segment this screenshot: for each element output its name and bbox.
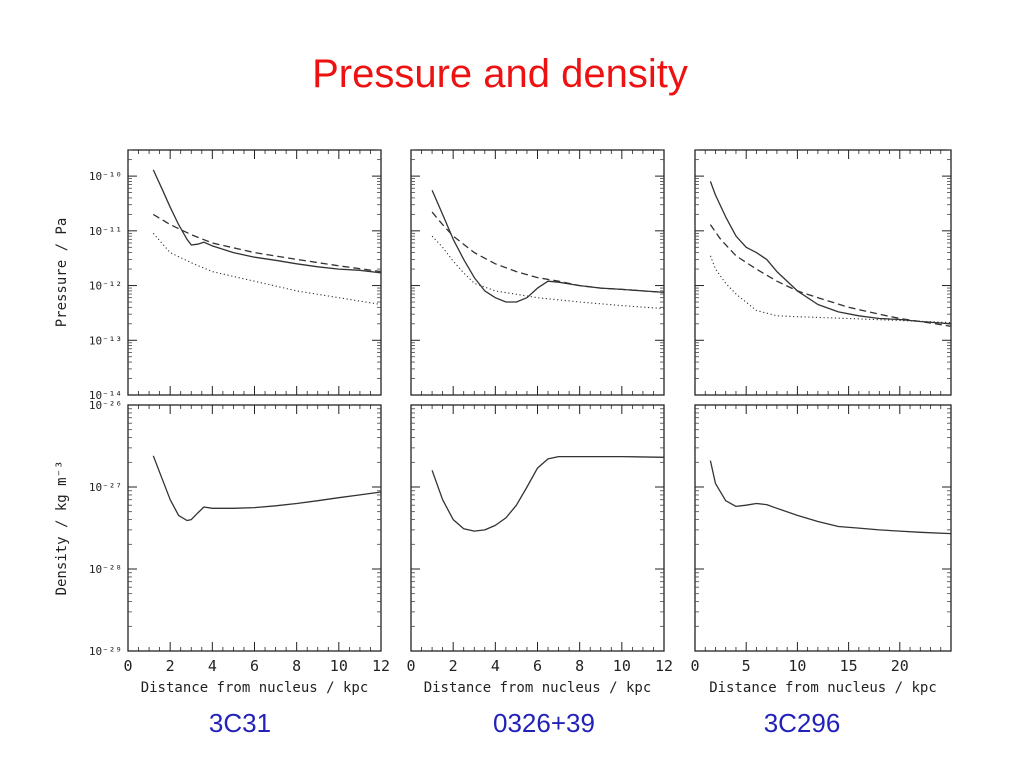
x-tick-label: 0 [123, 657, 132, 675]
panel-3c296-density: 0 5 10 15 20 Distance from nucleus / kpc [690, 404, 952, 696]
y-tick-label: 10⁻¹³ [89, 334, 122, 347]
panel-frame [127, 404, 382, 652]
x-tick-label: 6 [250, 657, 259, 675]
y-tick-label: 10⁻¹² [89, 280, 122, 293]
x-tick-label: 10 [330, 657, 348, 675]
x-tick-label: 2 [166, 657, 175, 675]
y-tick-label: 10⁻²⁷ [89, 481, 122, 494]
panel-frame [694, 149, 952, 396]
dashed-curve [709, 224, 952, 327]
panel-0326-39-pressure [410, 149, 665, 396]
y-tick-label: 10⁻²⁶ [89, 399, 122, 412]
x-tick-label: 6 [533, 657, 542, 675]
x-tick-label: 12 [372, 657, 390, 675]
x-axis-label: Distance from nucleus / kpc [141, 680, 369, 696]
solid-curve [431, 190, 665, 303]
solid-curve [152, 455, 382, 522]
x-tick-label: 8 [292, 657, 301, 675]
dotted-curve [152, 232, 382, 306]
x-axis-label: Distance from nucleus / kpc [709, 680, 937, 696]
y-tick-label: 10⁻²⁹ [89, 645, 122, 658]
panel-frame [410, 149, 665, 396]
y-tick-label: 10⁻¹⁴ [89, 389, 122, 402]
x-tick-label: 15 [840, 657, 858, 675]
solid-curve [431, 455, 665, 532]
x-tick-label: 10 [613, 657, 631, 675]
x-tick-label: 10 [788, 657, 806, 675]
x-tick-label: 5 [742, 657, 751, 675]
x-tick-label: 8 [575, 657, 584, 675]
dotted-curve [709, 255, 952, 324]
x-tick-label: 2 [449, 657, 458, 675]
caption-3c31: 3C31 [208, 708, 272, 738]
solid-curve [152, 169, 382, 274]
x-tick-label: 4 [208, 657, 217, 675]
slide-title: Pressure and density [312, 52, 688, 96]
panel-3c296-pressure [694, 149, 952, 396]
caption-0326-39: 0326+39 [493, 708, 595, 738]
solid-curve [709, 181, 952, 325]
panel-frame [127, 149, 382, 396]
x-tick-label: 0 [690, 657, 699, 675]
y-tick-label: 10⁻²⁸ [89, 563, 122, 576]
y-axis-label: Density / kg m⁻³ [54, 461, 70, 596]
y-tick-label: 10⁻¹¹ [89, 225, 122, 238]
panel-frame [410, 404, 665, 652]
y-axis-label: Pressure / Pa [54, 218, 70, 328]
y-tick-label: 10⁻¹⁰ [89, 170, 122, 183]
x-tick-label: 12 [655, 657, 673, 675]
dashed-curve [431, 211, 665, 294]
caption-3c296: 3C296 [763, 708, 841, 738]
x-axis-label: Distance from nucleus / kpc [424, 680, 652, 696]
panel-frame [694, 404, 952, 652]
x-tick-label: 20 [891, 657, 909, 675]
x-tick-label: 4 [491, 657, 500, 675]
solid-curve [709, 460, 952, 535]
x-tick-label: 0 [406, 657, 415, 675]
panel-3c31-pressure: 10⁻¹⁰ 10⁻¹¹ 10⁻¹² 10⁻¹³ 10⁻¹⁴ Pressure / Pa [54, 149, 382, 402]
dashed-curve [152, 213, 382, 273]
